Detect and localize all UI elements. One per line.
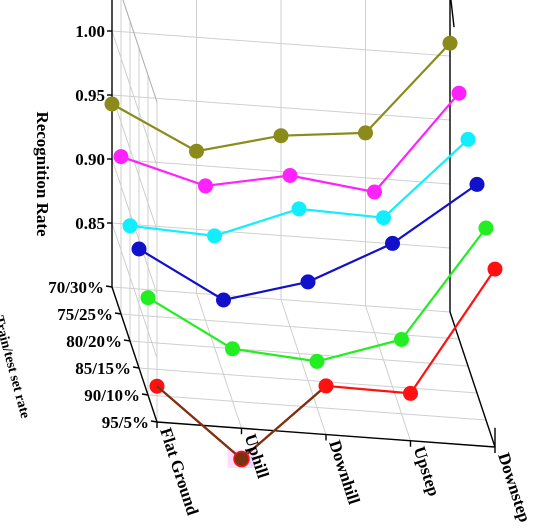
depth-tick-mark: [150, 420, 158, 423]
data-point: [207, 228, 222, 244]
data-point: [403, 385, 418, 401]
data-point: [233, 450, 250, 468]
y-tick-label: 0.90: [75, 150, 105, 169]
depth-tick-mark: [123, 339, 131, 342]
depth-tick-label: 75/25%: [57, 305, 113, 324]
highlight-segment: [156, 385, 243, 460]
left-wall-grid-line: [111, 30, 158, 167]
depth-tick-label: 95/5%: [102, 413, 149, 432]
data-point: [487, 261, 503, 277]
grid-layer: [111, 0, 496, 448]
x-tick-label: Upstep: [410, 444, 444, 498]
data-point: [442, 35, 458, 51]
data-point: [282, 168, 298, 183]
y-tick-label: 1.00: [75, 22, 105, 41]
data-point: [460, 131, 476, 147]
left-top-edge: [122, 0, 158, 103]
data-point: [469, 176, 485, 192]
series-layer: [104, 35, 503, 468]
floor-grid-line: [120, 313, 460, 340]
data-point: [318, 378, 334, 394]
x-tick-label: Flat Ground: [156, 425, 202, 518]
floor-right-edge: [449, 311, 496, 448]
data-point: [300, 274, 316, 290]
data-point: [367, 184, 382, 200]
y-tick-label: 0.95: [75, 86, 105, 105]
series-line: [129, 138, 469, 238]
data-point: [216, 292, 231, 308]
depth-axis-line: [111, 286, 158, 423]
x-tick-label: Downhill: [325, 438, 364, 507]
data-point: [273, 128, 289, 144]
floor-grid-line: [365, 305, 411, 441]
depth-tick-mark: [105, 285, 113, 288]
depth-axis-title: Train/test set rate: [0, 314, 32, 420]
data-point: [478, 220, 494, 236]
data-point: [394, 332, 409, 347]
data-point: [113, 149, 129, 165]
depth-tick-label: 80/20%: [66, 332, 122, 351]
data-point: [140, 290, 156, 306]
data-point: [385, 235, 400, 251]
data-point: [291, 201, 307, 217]
data-point: [131, 241, 147, 257]
y-axis-title: Recognition Rate: [33, 111, 52, 237]
data-point: [225, 341, 240, 357]
front-top-edge: [450, 0, 455, 28]
data-point: [451, 85, 467, 101]
label-layer: Recognition Rate Train/test set rate 0.8…: [0, 22, 534, 525]
floor-grid-line: [138, 367, 478, 394]
floor-grid-line: [129, 340, 469, 367]
series-line: [147, 227, 487, 363]
depth-tick-label: 70/30%: [48, 278, 104, 297]
data-point: [358, 125, 373, 141]
depth-tick-label: 90/10%: [84, 386, 140, 405]
depth-tick-mark: [141, 393, 149, 396]
depth-tick-label: 85/15%: [75, 359, 131, 378]
data-point: [198, 178, 213, 194]
left-wall-grid-line: [111, 94, 158, 231]
floor-grid-line: [196, 293, 242, 429]
left-wall-grid-line: [111, 222, 158, 359]
y-tick-label: 0.85: [75, 214, 105, 233]
data-point: [104, 96, 120, 112]
data-point: [189, 143, 204, 159]
depth-tick-mark: [132, 366, 140, 369]
floor-grid-line: [147, 394, 487, 421]
floor-grid-line: [280, 299, 327, 435]
data-point: [309, 353, 325, 369]
data-point: [376, 210, 391, 226]
depth-tick-mark: [114, 312, 122, 315]
x-tick-label: Downstep: [494, 450, 534, 524]
highlight-segment: [240, 385, 327, 460]
data-point: [122, 218, 138, 234]
